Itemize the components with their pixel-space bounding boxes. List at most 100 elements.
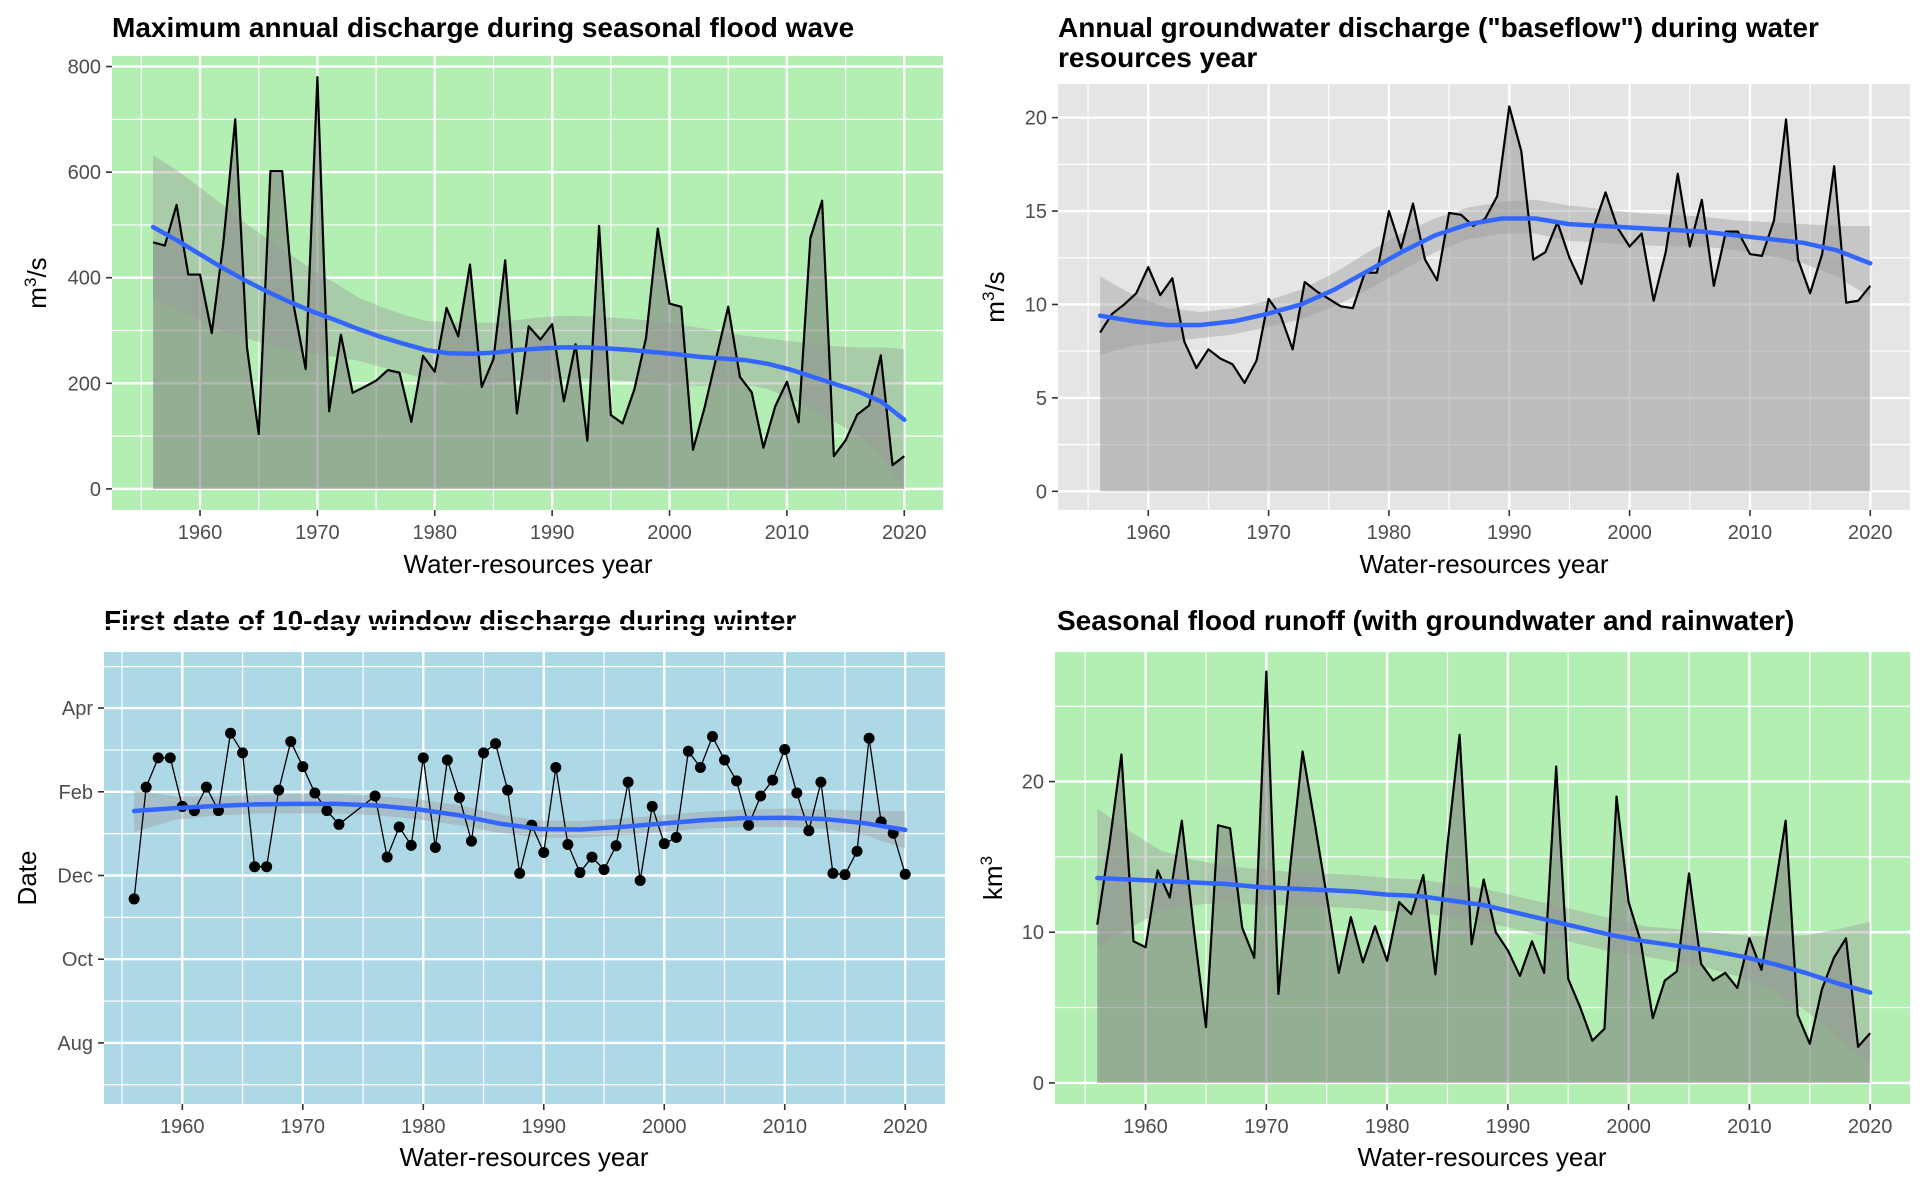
data-point bbox=[550, 762, 562, 774]
panel-max-annual-discharge: Maximum annual discharge during seasonal… bbox=[21, 12, 943, 579]
x-axis-title: Water-resources year bbox=[400, 1142, 649, 1172]
y-tick-label: 0 bbox=[1036, 481, 1047, 503]
data-point bbox=[574, 867, 586, 879]
data-point bbox=[237, 747, 249, 759]
data-point bbox=[538, 846, 550, 858]
x-axis-title: Water-resources year bbox=[404, 549, 653, 579]
data-point bbox=[465, 835, 477, 847]
smooth-trend-line bbox=[1095, 875, 1873, 995]
data-point bbox=[719, 754, 731, 766]
y-tick-label: Feb bbox=[59, 782, 93, 804]
data-point bbox=[152, 752, 164, 764]
data-point bbox=[478, 747, 490, 759]
data-point bbox=[502, 784, 514, 796]
data-point bbox=[333, 818, 345, 830]
y-tick-label: Apr bbox=[62, 698, 93, 720]
data-point bbox=[827, 867, 839, 879]
x-tick-label: 2000 bbox=[647, 522, 692, 544]
x-tick-label: 1980 bbox=[1365, 1116, 1410, 1138]
y-tick-label: 10 bbox=[1022, 922, 1044, 944]
data-point bbox=[405, 839, 417, 851]
data-point bbox=[682, 745, 694, 757]
x-tick-label: 1980 bbox=[413, 522, 458, 544]
data-line bbox=[1099, 105, 1872, 385]
x-tick-label: 2000 bbox=[1606, 1116, 1651, 1138]
smooth-trend-line bbox=[150, 224, 907, 422]
data-point bbox=[731, 775, 743, 787]
data-point bbox=[273, 784, 285, 796]
plot-background bbox=[104, 652, 945, 1104]
y-tick-label: 400 bbox=[68, 268, 101, 290]
y-tick-label: 600 bbox=[68, 162, 101, 184]
x-tick-label: 1990 bbox=[1486, 1116, 1531, 1138]
data-line bbox=[152, 76, 905, 467]
chart-title-line2: resources year bbox=[1058, 42, 1257, 73]
y-tick-label: 10 bbox=[1025, 294, 1047, 316]
y-tick-label: Aug bbox=[57, 1033, 93, 1055]
y-tick-label: 200 bbox=[68, 373, 101, 395]
data-point bbox=[646, 800, 658, 812]
data-point bbox=[755, 790, 767, 802]
x-axis-title: Water-resources year bbox=[1360, 549, 1609, 579]
x-tick-label: 2010 bbox=[1728, 522, 1773, 544]
x-tick-label: 1980 bbox=[401, 1116, 446, 1138]
data-point bbox=[285, 736, 297, 748]
data-line bbox=[1096, 670, 1871, 1048]
data-point bbox=[441, 754, 453, 766]
panel-winter-window-date: First date of 10-day window discharge du… bbox=[12, 605, 945, 1172]
data-point bbox=[706, 731, 718, 743]
x-tick-label: 2020 bbox=[1848, 522, 1893, 544]
data-point bbox=[514, 867, 526, 879]
confidence-band bbox=[153, 155, 905, 491]
data-point bbox=[417, 752, 429, 764]
y-axis-title: km3 bbox=[977, 856, 1008, 900]
data-point bbox=[851, 845, 863, 857]
data-point bbox=[899, 868, 911, 880]
smooth-trend-line bbox=[1097, 216, 1873, 328]
x-tick-label: 2020 bbox=[882, 522, 927, 544]
y-tick-label: 15 bbox=[1025, 201, 1047, 223]
data-point bbox=[791, 787, 803, 799]
y-axis-title: m3/s bbox=[21, 257, 52, 308]
chart-title: Annual groundwater discharge ("baseflow"… bbox=[1058, 12, 1819, 43]
data-point bbox=[249, 861, 261, 873]
smooth-trend-line bbox=[131, 801, 908, 833]
data-point bbox=[128, 893, 140, 905]
y-tick-label: 5 bbox=[1036, 388, 1047, 410]
y-tick-label: Dec bbox=[57, 865, 93, 887]
x-tick-label: 2010 bbox=[1727, 1116, 1772, 1138]
x-tick-label: 2000 bbox=[1607, 522, 1652, 544]
data-point bbox=[225, 727, 237, 739]
data-point bbox=[261, 861, 273, 873]
y-tick-label: 20 bbox=[1025, 108, 1047, 130]
data-point bbox=[490, 738, 502, 750]
data-area bbox=[1100, 106, 1871, 492]
x-tick-label: 1960 bbox=[1123, 1116, 1168, 1138]
x-axis-title: Water-resources year bbox=[1358, 1142, 1607, 1172]
x-tick-label: 2020 bbox=[1848, 1116, 1893, 1138]
x-tick-label: 2010 bbox=[765, 522, 810, 544]
x-tick-label: 2000 bbox=[642, 1116, 687, 1138]
chart-title: First date of 10-day window discharge du… bbox=[104, 605, 796, 636]
y-tick-label: Oct bbox=[62, 949, 94, 971]
data-point bbox=[815, 776, 827, 788]
x-tick-label: 1960 bbox=[1126, 522, 1171, 544]
x-tick-label: 1970 bbox=[1244, 1116, 1289, 1138]
data-area bbox=[1097, 671, 1871, 1083]
y-axis-title: m3/s bbox=[979, 271, 1010, 322]
x-tick-label: 2020 bbox=[883, 1116, 928, 1138]
y-tick-label: 0 bbox=[1033, 1073, 1044, 1095]
x-tick-label: 1970 bbox=[295, 522, 340, 544]
x-tick-label: 1970 bbox=[1246, 522, 1291, 544]
data-point bbox=[634, 875, 646, 887]
x-tick-label: 1990 bbox=[522, 1116, 567, 1138]
chart-title: Maximum annual discharge during seasonal… bbox=[112, 12, 854, 43]
y-axis-title: Date bbox=[12, 851, 42, 906]
data-point bbox=[321, 805, 333, 817]
data-point bbox=[453, 792, 465, 804]
data-point bbox=[779, 744, 791, 756]
x-tick-label: 1980 bbox=[1367, 522, 1412, 544]
data-point bbox=[863, 732, 875, 744]
data-point bbox=[839, 869, 851, 881]
data-point bbox=[586, 851, 598, 863]
